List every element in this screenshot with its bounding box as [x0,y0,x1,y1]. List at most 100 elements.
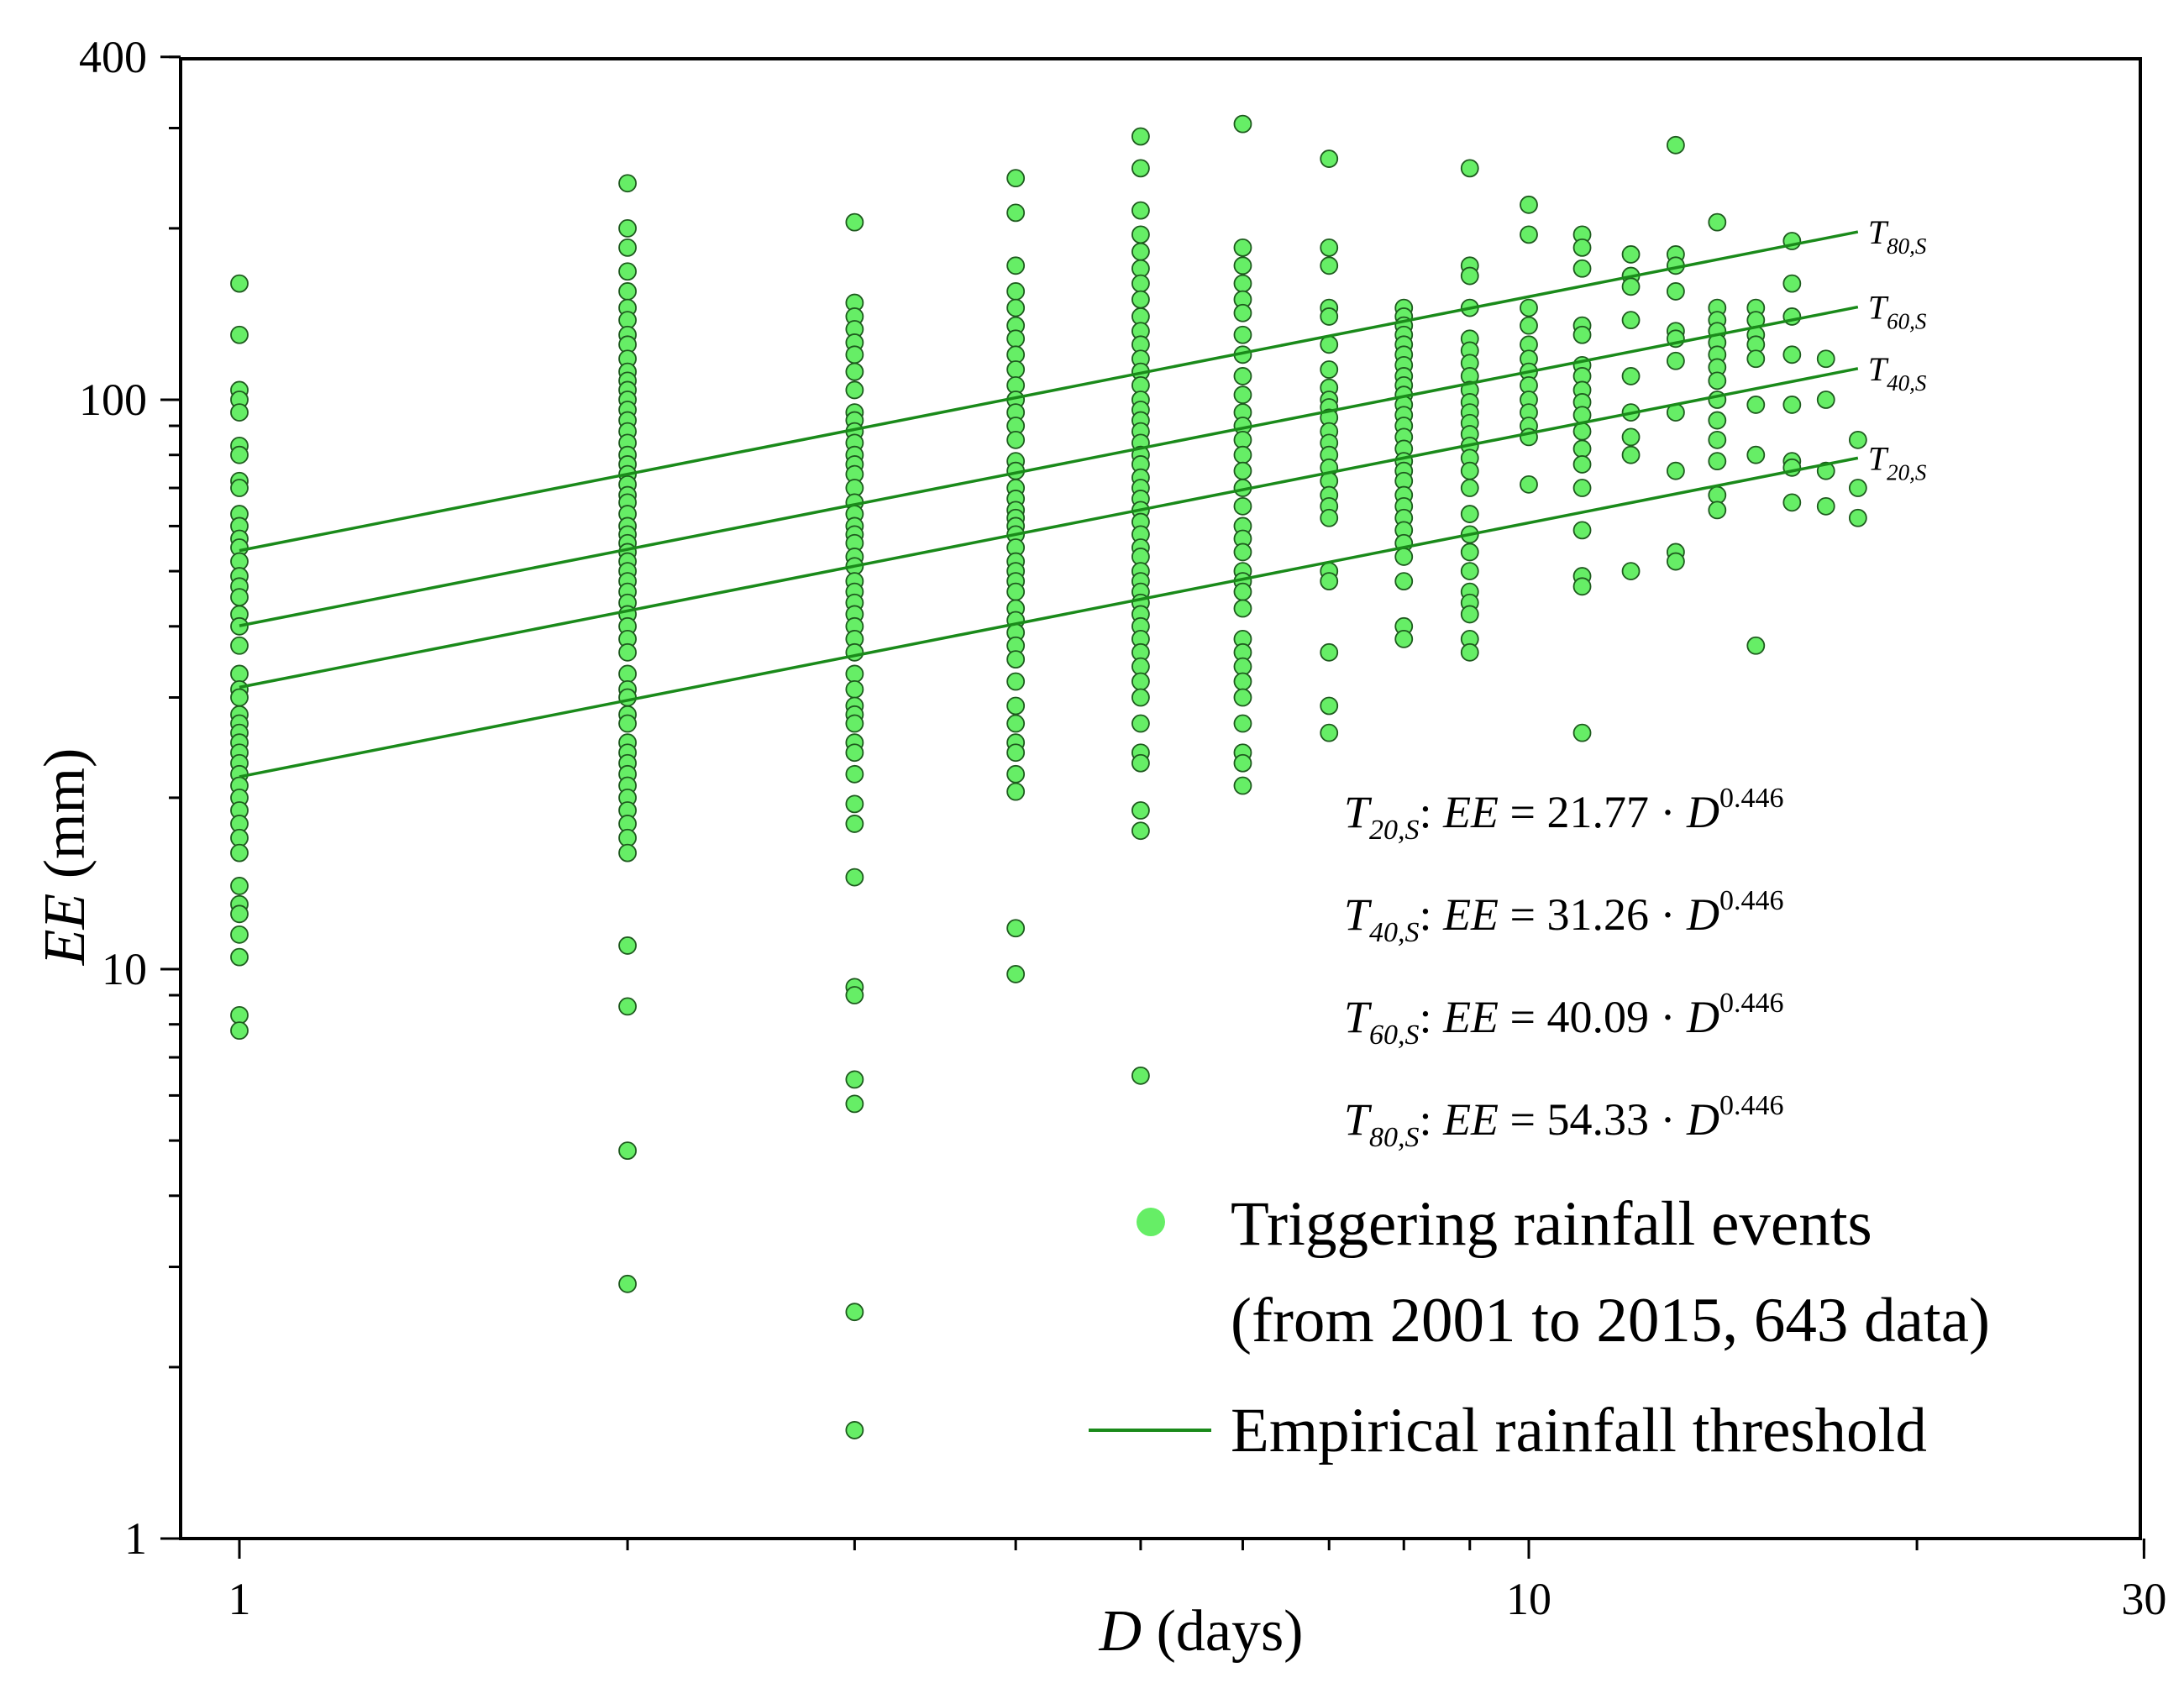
scatter-point [845,868,864,887]
y-tick-label: 100 [79,375,147,425]
scatter-point [1816,391,1835,409]
scatter-point [1233,714,1252,733]
scatter-point [1233,543,1252,562]
scatter-point [1233,445,1252,464]
x-axis-title: D (days) [1099,1599,1304,1664]
scatter-point [1572,325,1592,344]
scatter-point [1006,329,1026,349]
scatter-point [1460,479,1479,497]
scatter-point [1006,764,1026,784]
scatter-point [1233,753,1252,773]
x-tick-label: 30 [2121,1574,2166,1624]
scatter-point [230,843,249,862]
scatter-point [618,642,637,662]
scatter-point [1667,461,1685,480]
scatter-point [1006,430,1026,449]
scatter-point [1131,1066,1150,1085]
scatter-point [1394,572,1414,591]
x-tick-label: 10 [1506,1574,1551,1624]
scatter-point [1131,225,1150,244]
scatter-point [1131,159,1150,178]
scatter-point [1131,672,1150,691]
scatter-point [845,212,864,232]
scatter-point [1746,396,1766,414]
scatter-point [1520,225,1538,244]
threshold-equations: T20,S: EE = 21.77 · D0.446 T40,S: EE = 31… [1344,783,1783,1153]
scatter-point [845,743,864,763]
scatter-point [1233,274,1252,293]
scatter-point [1233,114,1252,134]
scatter-point [1320,149,1339,168]
scatter-point [1006,696,1026,716]
scatter-point [845,986,864,1004]
scatter-point [1131,274,1150,293]
y-tick-label: 400 [79,32,147,82]
scatter-point [1621,427,1641,447]
scatter-point [1320,723,1339,742]
legend-scatter-label-line1: Triggering rainfall events [1231,1189,1872,1259]
scatter-point [618,714,637,733]
scatter-point [845,1070,864,1089]
scatter-point [1460,266,1479,286]
scatter-point [1667,282,1685,301]
scatter-point [1572,577,1592,596]
scatter-point [618,282,637,301]
scatter-point [1708,411,1727,430]
scatter-point [1320,238,1339,257]
scatter-point [1621,245,1641,264]
scatter-point [1006,919,1026,938]
scatter-point [230,877,249,895]
scatter-point [1621,445,1641,464]
scatter-point [845,380,864,400]
scatter-point [1848,430,1867,449]
threshold-line-label: T40,S [1868,350,1927,396]
threshold-line-label: T20,S [1868,439,1927,485]
scatter-point [1460,159,1479,178]
axes [160,55,2145,1559]
scatter-point [230,445,249,464]
legend-line-label: Empirical rainfall threshold [1231,1396,1927,1465]
scatter-point [1572,479,1592,497]
threshold-line-label: T80,S [1868,213,1927,259]
scatter-point [1572,259,1592,278]
scatter-point [1233,238,1252,257]
tick-labels: 1 10 100 400 1 10 30 [79,32,2166,1624]
scatter-point [1006,714,1026,733]
threshold-equation: T20,S: EE = 21.77 · D0.446 [1344,783,1783,846]
scatter-point [230,479,249,497]
scatter-point [1131,714,1150,733]
scatter-point [1233,776,1252,795]
scatter-point [1006,298,1026,317]
scatter-point [1667,135,1685,155]
scatter-point [618,174,637,193]
scatter-point [1131,688,1150,707]
legend: Triggering rainfall events (from 2001 to… [1089,1189,1990,1465]
x-tick-label: 1 [228,1574,251,1624]
scatter-point [1746,349,1766,369]
scatter-point [1708,212,1727,232]
scatter-point [1572,455,1592,474]
scatter-point [230,664,249,684]
scatter-point [1006,169,1026,188]
scatter-point [845,679,864,699]
scatter-point [845,1094,864,1114]
scatter-point [1460,642,1479,662]
scatter-point [845,794,864,814]
scatter-point [1816,496,1835,516]
threshold-line [239,456,1859,779]
scatter-point [1782,345,1802,364]
threshold-line-label: T60,S [1868,289,1927,334]
scatter-point [1782,274,1802,293]
y-axis-title: EE (mm) [33,748,97,967]
scatter-point [1460,543,1479,562]
scatter-point [1708,501,1727,520]
scatter-point [230,403,249,422]
scatter-point [1233,599,1252,618]
scatter-point [230,325,249,344]
scatter-point [845,764,864,784]
threshold-equation: T60,S: EE = 40.09 · D0.446 [1344,988,1783,1051]
scatter-point [230,636,249,655]
scatter-point [845,1303,864,1322]
scatter-point [1006,282,1026,301]
